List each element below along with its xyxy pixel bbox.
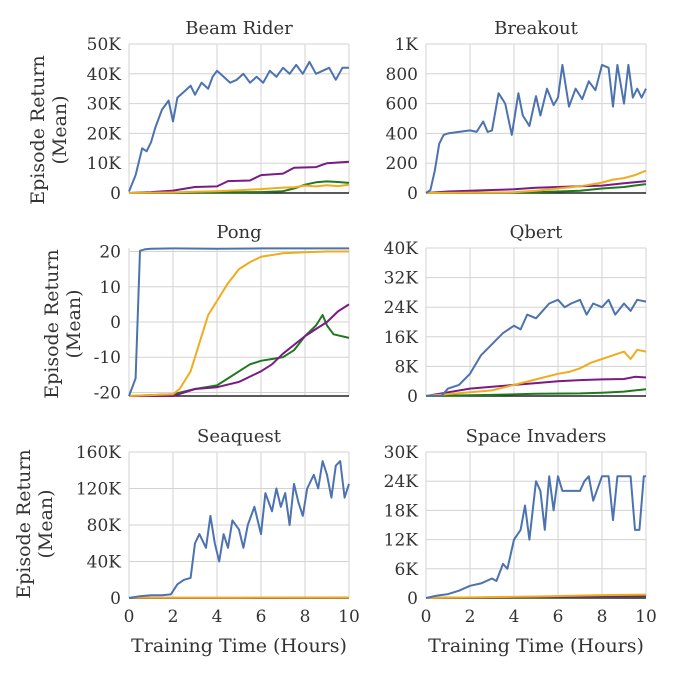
series-line-purple	[425, 180, 647, 194]
ylabel-row2-line2: (Mean)	[63, 289, 85, 358]
x-tick-label: 8	[597, 607, 608, 627]
series-line-orange	[128, 183, 350, 194]
ylabel-row2-line1: Episode Return	[41, 249, 63, 399]
y-tick-label: 24K	[384, 472, 419, 492]
y-tick-label: 0	[407, 589, 418, 609]
series-line-green	[425, 388, 647, 397]
y-tick-label: -20	[94, 383, 121, 403]
x-tick-label: 4	[212, 607, 223, 627]
x-tick-label: 6	[553, 607, 564, 627]
x-tick-label: 2	[465, 607, 476, 627]
y-tick-label: 18K	[384, 501, 419, 521]
y-tick-label: 600	[386, 95, 418, 115]
series-line-blue	[425, 63, 647, 194]
y-tick-label: 40K	[87, 553, 122, 573]
y-tick-label: 32K	[384, 269, 419, 289]
series-line-green	[425, 183, 647, 194]
series-line-blue	[128, 247, 349, 397]
y-tick-label: 0	[110, 313, 121, 333]
series-line-orange	[425, 593, 647, 599]
y-tick-label: 20K	[87, 124, 122, 144]
y-tick-label: 24K	[384, 298, 419, 318]
y-tick-label: 0	[110, 184, 121, 204]
panel-title: Qbert	[510, 222, 564, 243]
series-line-orange	[425, 348, 647, 397]
panel-title: Beam Rider	[185, 18, 293, 39]
series-line-purple	[129, 303, 350, 397]
y-tick-label: 40K	[384, 239, 419, 259]
y-tick-label: 30K	[384, 443, 419, 463]
y-tick-label: 6K	[394, 560, 418, 580]
y-tick-label: 12K	[384, 531, 419, 551]
y-tick-label: -10	[94, 348, 121, 368]
y-tick-label: 200	[386, 154, 418, 174]
ylabel-row1-line2: (Mean)	[49, 95, 71, 164]
series-line-orange	[425, 169, 647, 194]
y-tick-label: 40K	[87, 65, 122, 85]
xlabel-left: Training Time (Hours)	[131, 635, 347, 657]
x-tick-label: 2	[168, 607, 179, 627]
y-tick-label: 16K	[384, 328, 419, 348]
x-tick-label: 10	[635, 607, 657, 627]
series-line-blue	[426, 298, 647, 397]
x-tick-label: 4	[509, 607, 520, 627]
y-tick-label: 10K	[87, 154, 122, 174]
series-line-purple	[128, 160, 350, 194]
y-tick-label: 8K	[394, 357, 418, 377]
series-line-orange	[128, 250, 349, 397]
x-tick-label: 8	[300, 607, 311, 627]
y-tick-label: 1K	[394, 35, 418, 55]
y-tick-label: 0	[407, 387, 418, 407]
series-line-blue	[128, 60, 349, 192]
y-tick-label: 120K	[76, 480, 121, 500]
y-tick-label: 20	[99, 243, 121, 263]
panel-title: Pong	[216, 222, 261, 243]
x-tick-label: 0	[124, 607, 135, 627]
chart-panel-6: Space Invaders 0 2 4 6 8 10 0 6K 12K 18K 24K 30K	[384, 426, 657, 627]
series-line-purple	[425, 375, 647, 397]
series-line-green	[128, 314, 350, 397]
ylabel-row3-line2: (Mean)	[35, 489, 57, 558]
x-tick-label: 10	[338, 607, 360, 627]
series-line-blue	[425, 475, 646, 599]
panel-title: Seaquest	[197, 426, 282, 447]
chart-panel-4: Qbert 0 8K 16K 24K 32K 40K	[384, 222, 647, 407]
panel-title: Breakout	[494, 18, 579, 39]
y-tick-label: 50K	[87, 35, 122, 55]
chart-panel-5: Seaquest 0 2 4 6 8 10 0 40K 80K 120K 160K	[76, 426, 360, 627]
y-tick-label: 0	[110, 589, 121, 609]
xlabel-right: Training Time (Hours)	[428, 635, 644, 657]
panels: Beam Rider010K20K30K40K50KBreakout020040…	[76, 18, 657, 627]
y-tick-label: 30K	[87, 95, 122, 115]
panel-title: Space Invaders	[466, 426, 607, 447]
y-tick-label: 800	[386, 65, 418, 85]
chart-panel-3: Pong 20 10 0 -10 -20	[94, 222, 350, 403]
series-line-blue	[128, 460, 350, 599]
x-tick-label: 0	[421, 607, 432, 627]
x-tick-label: 6	[256, 607, 267, 627]
y-tick-label: 160K	[76, 443, 121, 463]
ylabel-row1-line1: Episode Return	[27, 55, 49, 205]
y-tick-label: 0	[407, 184, 418, 204]
y-tick-label: 80K	[87, 516, 122, 536]
y-tick-label: 400	[386, 124, 418, 144]
ylabel-row3-line1: Episode Return	[13, 449, 35, 599]
y-tick-label: 10	[99, 278, 121, 298]
chart-panel-1: Beam Rider 0 10K 20K 30K 40K 50K	[87, 18, 350, 204]
chart-panel-2: Breakout 0 200 400 600 800 1K	[386, 18, 647, 204]
